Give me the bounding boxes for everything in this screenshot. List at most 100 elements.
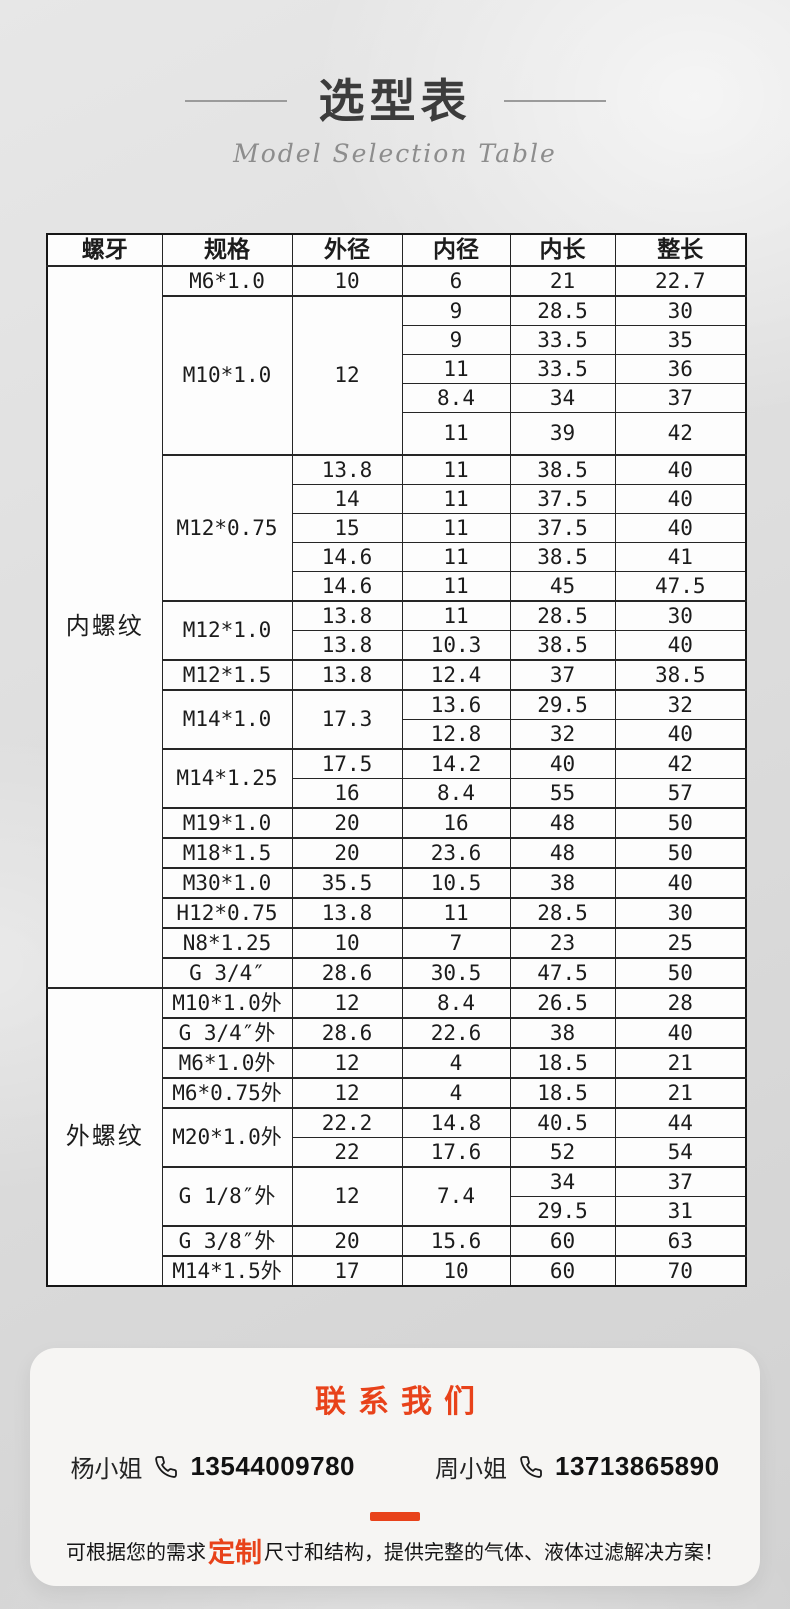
- value-cell: 16: [291, 778, 403, 809]
- value-cell: 14.6: [291, 542, 403, 572]
- value-cell: 23.6: [401, 837, 511, 869]
- value-cell: 13.8: [291, 630, 403, 661]
- table-row: M20*1.0外 22.2 14.8 40.5 44: [47, 1107, 747, 1168]
- page-subtitle: Model Selection Table: [233, 138, 557, 168]
- value-cell: 38.5: [509, 454, 616, 485]
- column-header: 内长: [509, 233, 616, 267]
- table-row: M18*1.5 20 23.6 48 50: [47, 837, 747, 869]
- column-header: 整长: [614, 233, 747, 267]
- value-cell: 30: [614, 600, 747, 631]
- value-cell: 38.5: [614, 659, 747, 691]
- value-cell: 15: [291, 513, 403, 543]
- value-cell: 34: [509, 1166, 616, 1197]
- value-cell: 18.5: [509, 1077, 616, 1109]
- table-row: 11 33.5 36: [47, 354, 747, 384]
- value-cell: 13.8: [291, 659, 403, 691]
- contact-item: 周小姐 13713865890: [435, 1449, 720, 1484]
- value-cell: 40: [509, 748, 616, 779]
- table-row: M14*1.5外 17 10 60 70: [47, 1255, 747, 1287]
- spec-cell: M12*1.5: [161, 659, 293, 691]
- note-highlight: 定制: [208, 1538, 262, 1568]
- value-cell: 9: [401, 295, 511, 326]
- table-row: 外螺纹 M10*1.0外 12 8.4 26.5 28: [46, 987, 747, 1287]
- table-row: 29.5 31: [47, 1196, 747, 1227]
- spec-cell: M30*1.0: [161, 867, 293, 899]
- value-cell: 40: [614, 719, 747, 750]
- value-cell: 10.3: [401, 630, 511, 661]
- title-block: 选型表 Model Selection Table: [0, 76, 790, 168]
- column-header: 内径: [401, 233, 511, 267]
- value-cell: 21: [509, 265, 616, 297]
- note-suffix: 尺寸和结构，提供完整的气体、液体过滤解决方案！: [264, 1542, 724, 1565]
- table-row: G 1/8″外 12 7.4 34 37: [47, 1166, 747, 1227]
- table-row: 11 39 42: [47, 412, 747, 456]
- value-cell: 30: [614, 897, 747, 929]
- contact-card: 联系我们 杨小姐 13544009780 周小姐 13713865890 可根据…: [30, 1348, 760, 1586]
- table-row: 14.6 11 38.5 41: [47, 542, 747, 572]
- value-cell: 33.5: [509, 325, 616, 355]
- value-cell: 48: [509, 807, 616, 839]
- spec-cell: G 3/4″: [161, 957, 293, 989]
- table-row: G 3/4″ 28.6 30.5 47.5 50: [47, 957, 747, 989]
- table-row: M12*1.0 13.8 11 28.5 30: [47, 600, 747, 661]
- value-cell: 30: [614, 295, 747, 326]
- value-cell: 37.5: [509, 513, 616, 543]
- red-divider: [370, 1512, 420, 1521]
- value-cell: 14.2: [401, 748, 511, 779]
- phone-icon: [519, 1455, 543, 1479]
- spec-cell: M6*1.0外: [161, 1047, 293, 1079]
- value-cell: 40: [614, 484, 747, 514]
- value-cell: 13.8: [291, 897, 403, 929]
- value-cell: 22.2: [291, 1107, 403, 1138]
- value-cell: 21: [614, 1077, 747, 1109]
- value-cell: 30.5: [401, 957, 511, 989]
- value-cell: 37: [509, 659, 616, 691]
- value-cell: 14: [291, 484, 403, 514]
- value-cell: 48: [509, 837, 616, 869]
- value-cell: 20: [291, 1225, 403, 1257]
- value-cell: 7: [401, 927, 511, 959]
- value-cell: 9: [401, 325, 511, 355]
- value-cell: 28.5: [509, 295, 616, 326]
- value-cell: 17.5: [291, 748, 403, 779]
- spec-cell: M14*1.5外: [161, 1255, 293, 1287]
- value-cell: 37: [614, 383, 747, 413]
- note-prefix: 可根据您的需求: [66, 1542, 206, 1565]
- inner-diameter-cell: 7.4: [401, 1166, 511, 1227]
- value-cell: 38: [509, 867, 616, 899]
- value-cell: 33.5: [509, 354, 616, 384]
- value-cell: 17: [291, 1255, 403, 1287]
- value-cell: 13.8: [291, 600, 403, 631]
- value-cell: 55: [509, 778, 616, 809]
- value-cell: 50: [614, 957, 747, 989]
- value-cell: 60: [509, 1225, 616, 1257]
- table-row: M14*1.0 17.3 13.6 29.5 32: [47, 689, 747, 750]
- value-cell: 12.4: [401, 659, 511, 691]
- outer-diameter-cell: 12: [291, 295, 403, 456]
- spec-cell: G 3/4″外: [161, 1017, 293, 1049]
- value-cell: 11: [401, 412, 511, 456]
- thread-type-cell: 内螺纹: [46, 265, 163, 989]
- value-cell: 15.6: [401, 1225, 511, 1257]
- table-row: 9 33.5 35: [47, 325, 747, 355]
- value-cell: 35: [614, 325, 747, 355]
- value-cell: 32: [614, 689, 747, 720]
- value-cell: 18.5: [509, 1047, 616, 1079]
- table-row: M19*1.0 20 16 48 50: [47, 807, 747, 839]
- value-cell: 28.5: [509, 897, 616, 929]
- table-row: G 3/4″外 28.6 22.6 38 40: [47, 1017, 747, 1049]
- spec-cell: G 3/8″外: [161, 1225, 293, 1257]
- contact-phone-number: 13713865890: [555, 1451, 720, 1481]
- value-cell: 36: [614, 354, 747, 384]
- value-cell: 38.5: [509, 630, 616, 661]
- value-cell: 28.6: [291, 1017, 403, 1049]
- value-cell: 11: [401, 513, 511, 543]
- value-cell: 25: [614, 927, 747, 959]
- value-cell: 6: [401, 265, 511, 297]
- table-header-row: 螺牙 规格 外径 内径 内长 整长: [46, 233, 747, 267]
- spec-cell: M20*1.0外: [161, 1107, 293, 1168]
- value-cell: 40: [614, 1017, 747, 1049]
- spec-cell: M6*0.75外: [161, 1077, 293, 1109]
- thread-type-cell: 外螺纹: [46, 987, 163, 1287]
- table-row: M6*0.75外 12 4 18.5 21: [47, 1077, 747, 1109]
